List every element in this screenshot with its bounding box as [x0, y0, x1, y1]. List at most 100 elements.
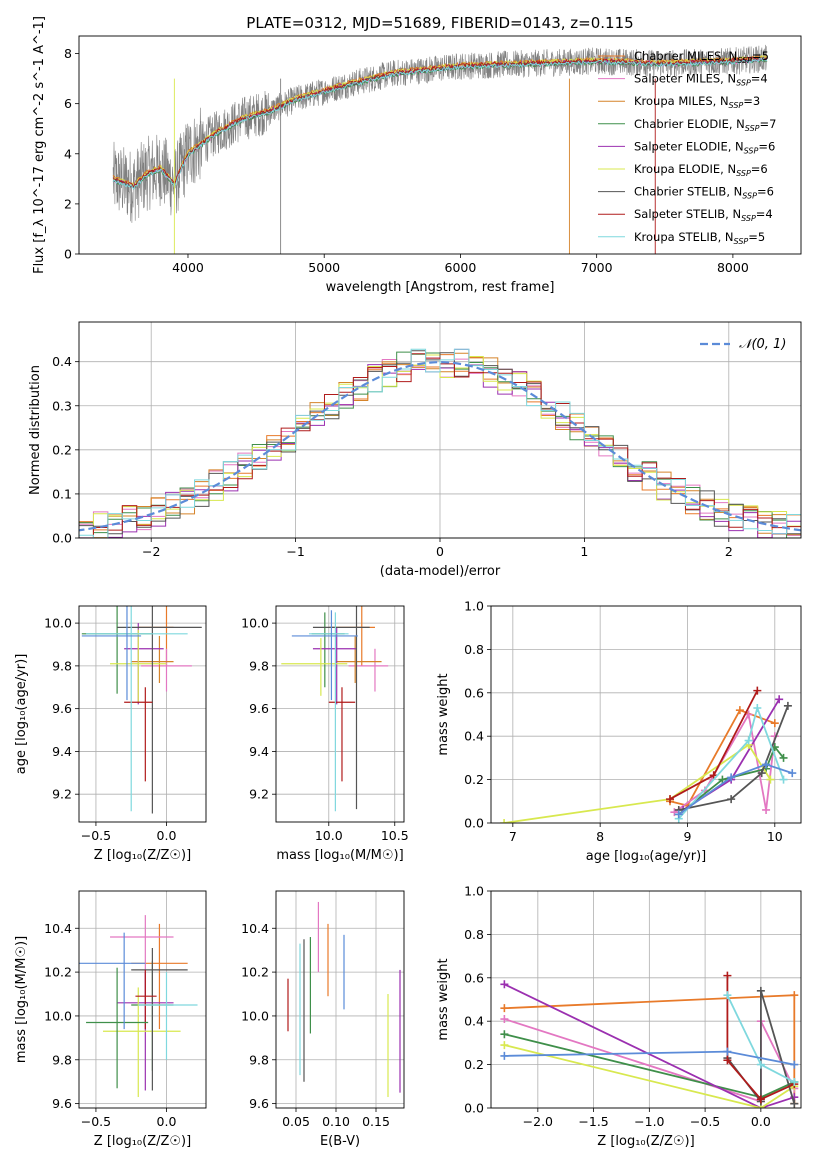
weight-line — [669, 709, 776, 807]
errorbar-point — [81, 606, 153, 694]
x-axis-label: wavelength [Angstrom, rest frame] — [326, 280, 555, 295]
y-tick-label: 0.2 — [464, 1057, 484, 1072]
y-axis-label: mass weight — [436, 673, 451, 755]
x-axis-label: age [log₁₀(age/yr)] — [586, 849, 707, 864]
y-tick-label: 0.8 — [464, 927, 484, 942]
y-tick-label: 9.4 — [249, 744, 269, 759]
errorbar-point — [81, 606, 142, 701]
weight-marker — [770, 719, 779, 728]
weight-line — [504, 983, 795, 1108]
weight-line — [504, 1044, 795, 1108]
x-tick-label: −0.5 — [690, 1114, 720, 1129]
legend: 𝒩(0, 1) — [700, 337, 786, 352]
weight-marker — [762, 805, 771, 814]
chart-age-vs-Z: −0.5 0.0 9.2 9.4 9.6 9.8 10.0 Z [log₁₀(Z/Z☉)] ag… — [14, 605, 207, 863]
y-tick-label: 0.1 — [52, 486, 72, 501]
weight-marker — [500, 1004, 509, 1013]
plot-area — [287, 901, 401, 1098]
weight-marker — [500, 1051, 509, 1060]
y-tick-label: 0 — [64, 247, 72, 262]
x-tick-label: 6000 — [445, 260, 477, 275]
errorbar-point — [328, 687, 356, 782]
weight-marker — [674, 810, 683, 819]
errorbar-point — [135, 969, 157, 1030]
weight-marker — [775, 695, 784, 704]
legend-label: Kroupa MILES, NSSP=3 — [634, 94, 760, 110]
plot-area — [79, 915, 198, 1098]
x-tick-label: 0.0 — [157, 1114, 177, 1129]
x-tick-label: 9 — [684, 829, 692, 844]
chart-mass-vs-ebv: 0.05 0.10 0.15 9.6 9.8 10.0 10.2 10.4 E(B-V) — [241, 890, 405, 1149]
weight-marker — [723, 1047, 732, 1056]
weight-marker — [753, 703, 762, 712]
axes-frame — [490, 605, 802, 824]
y-tick-label: 1.0 — [464, 884, 484, 899]
y-axis-label: mass [log₁₀(M/M☉)] — [14, 936, 29, 1063]
y-tick-label: 10.0 — [44, 1008, 72, 1023]
y-tick-label: 9.6 — [249, 701, 269, 716]
weight-line — [726, 975, 795, 1101]
weight-marker — [718, 775, 727, 784]
plot-area — [500, 686, 797, 823]
y-tick-label: 1.0 — [464, 599, 484, 614]
x-tick-label: −0.5 — [81, 828, 111, 843]
errorbar-point — [86, 967, 149, 1089]
plot-area — [79, 348, 801, 538]
errorbar-point — [312, 627, 357, 705]
x-tick-label: −1.5 — [578, 1114, 608, 1129]
legend: Chabrier MILES, NSSP=5 Salpeter MILES, NS… — [598, 49, 776, 246]
chart-residuals: −2 −1 0 1 2 0.0 0.1 0.2 0.3 0.4 (data-model)/error… — [28, 321, 802, 579]
weight-marker — [756, 1060, 765, 1069]
y-tick-label: 9.8 — [249, 1052, 269, 1067]
weight-line — [678, 763, 793, 816]
y-tick-label: 0.8 — [464, 642, 484, 657]
errorbar-point — [281, 638, 348, 696]
errorbar-point — [138, 606, 174, 666]
x-tick-label: −2.0 — [523, 1114, 553, 1129]
weight-marker — [500, 819, 509, 823]
chart-mass-weight-vs-age: 7 8 9 10 0.0 0.2 0.4 0.6 0.8 1.0 age [log₁₀(age/yr… — [436, 599, 802, 864]
x-tick-label: 10 — [767, 829, 783, 844]
weight-marker — [723, 971, 732, 980]
y-tick-label: 0.2 — [464, 772, 484, 787]
y-tick-label: 0.0 — [52, 531, 72, 546]
weight-marker — [790, 1077, 799, 1086]
y-tick-label: 0.3 — [52, 398, 72, 413]
weight-line — [503, 743, 772, 823]
weight-marker — [500, 1041, 509, 1050]
legend-label: Kroupa ELODIE, NSSP=6 — [634, 162, 768, 178]
y-tick-label: 9.8 — [52, 658, 72, 673]
weight-marker — [790, 1060, 799, 1069]
model-line — [112, 56, 768, 188]
y-tick-label: 9.8 — [52, 1052, 72, 1067]
errorbar-point — [86, 606, 188, 812]
y-axis-label: age [log₁₀(age/yr)] — [14, 654, 29, 775]
errorbar-point — [131, 947, 188, 1091]
weight-line — [682, 698, 780, 811]
y-axis-label: mass weight — [436, 958, 451, 1040]
weight-marker — [790, 991, 799, 1000]
x-tick-label: −1 — [286, 544, 304, 559]
x-tick-label: 1 — [580, 544, 588, 559]
x-axis-label: mass [log₁₀(M/M☉)] — [276, 848, 403, 863]
x-tick-label: 8000 — [717, 260, 749, 275]
weight-marker — [670, 808, 679, 817]
weight-marker — [744, 736, 753, 745]
x-axis-label: Z [log₁₀(Z/Z☉)] — [597, 1134, 694, 1149]
y-tick-label: 0.6 — [464, 970, 484, 985]
x-tick-label: 0.15 — [362, 1114, 390, 1129]
y-tick-label: 10.0 — [44, 616, 72, 631]
weight-marker — [500, 1015, 509, 1024]
weight-series — [674, 703, 788, 823]
y-tick-label: 9.8 — [249, 658, 269, 673]
y-tick-label: 10.0 — [241, 616, 269, 631]
x-axis-label: (data-model)/error — [380, 564, 501, 579]
y-tick-label: 0.4 — [464, 729, 484, 744]
legend-label: 𝒩(0, 1) — [739, 337, 786, 352]
model-line — [112, 57, 768, 190]
y-tick-label: 10.2 — [44, 965, 72, 980]
y-tick-label: 4 — [64, 146, 72, 161]
errorbar-point — [311, 612, 345, 688]
y-axis-label: Flux [f_λ 10^-17 erg cm^-2 s^-1 A^-1] — [32, 16, 47, 274]
